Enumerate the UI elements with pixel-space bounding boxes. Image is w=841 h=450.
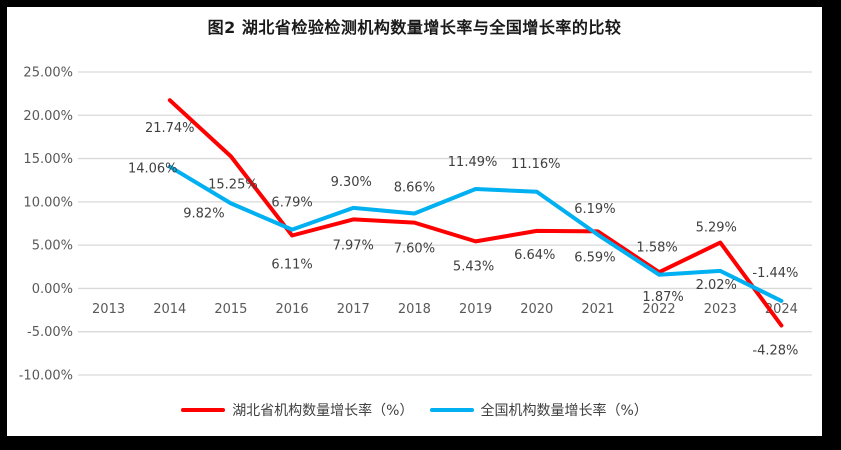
hubei-data-label: 6.11%	[271, 258, 312, 273]
y-axis-tick-label: 0.00%	[32, 282, 73, 297]
x-axis-tick-label: 2019	[459, 302, 492, 317]
hubei-series-line	[167, 98, 784, 328]
hubei-data-label: -4.28%	[752, 343, 798, 358]
y-axis-tick-label: 5.00%	[32, 239, 73, 254]
hubei-data-label: 6.59%	[574, 250, 615, 265]
national-data-label: 2.02%	[696, 278, 737, 293]
national-data-label: 14.06%	[128, 162, 178, 177]
x-axis-tick-label: 2020	[520, 302, 553, 317]
x-axis-tick-label: 2013	[92, 302, 125, 317]
hubei-data-label: 5.29%	[696, 221, 737, 236]
legend-label-national: 全国机构数量增长率（%）	[480, 403, 648, 419]
y-axis-tick-label: -10.00%	[19, 368, 73, 383]
y-axis-tick-label: 25.00%	[23, 66, 73, 81]
chart-legend: 湖北省机构数量增长率（%） 全国机构数量增长率（%）	[7, 399, 822, 421]
hubei-data-label: 7.97%	[333, 238, 374, 253]
y-axis-tick-label: -5.00%	[27, 325, 73, 340]
national-data-label: 1.58%	[636, 241, 677, 256]
national-data-label: 9.30%	[331, 175, 372, 190]
national-data-label: -1.44%	[752, 266, 798, 281]
x-axis-tick-label: 2018	[398, 302, 431, 317]
legend-item-national: 全国机构数量增长率（%）	[429, 400, 648, 420]
hubei-data-label: 15.25%	[208, 177, 258, 192]
y-axis-tick-label: 20.00%	[23, 109, 73, 124]
y-axis-tick-label: 10.00%	[23, 195, 73, 210]
national-data-label: 8.66%	[394, 180, 435, 195]
hubei-data-label: 21.74%	[145, 121, 195, 136]
x-axis-tick-label: 2023	[704, 302, 737, 317]
x-axis-tick-label: 2017	[337, 302, 370, 317]
hubei-data-label: 7.60%	[394, 242, 435, 257]
hubei-data-label: 5.43%	[453, 259, 494, 274]
x-axis-tick-label: 2021	[581, 302, 614, 317]
national-data-label: 9.82%	[183, 206, 224, 221]
x-axis-tick-label: 2015	[214, 302, 247, 317]
legend-item-hubei: 湖北省机构数量增长率（%）	[181, 400, 414, 420]
national-data-label: 11.49%	[448, 155, 498, 170]
hubei-line-swatch	[181, 408, 226, 412]
chart-title: 图2 湖北省检验检测机构数量增长率与全国增长率的比较	[207, 18, 622, 37]
x-axis-tick-label: 2022	[643, 302, 676, 317]
hubei-data-label: 1.87%	[642, 290, 683, 305]
x-axis-tick-label: 2014	[153, 302, 186, 317]
x-axis-tick-label: 2016	[276, 302, 309, 317]
national-data-label: 11.16%	[511, 157, 561, 172]
legend-label-hubei: 湖北省机构数量增长率（%）	[232, 403, 414, 419]
national-data-label: 6.79%	[271, 196, 312, 211]
national-line-swatch	[429, 408, 474, 412]
hubei-data-label: 6.64%	[514, 248, 555, 263]
national-series-line	[167, 164, 784, 303]
y-axis-tick-label: 15.00%	[23, 152, 73, 167]
national-data-label: 6.19%	[574, 202, 615, 217]
